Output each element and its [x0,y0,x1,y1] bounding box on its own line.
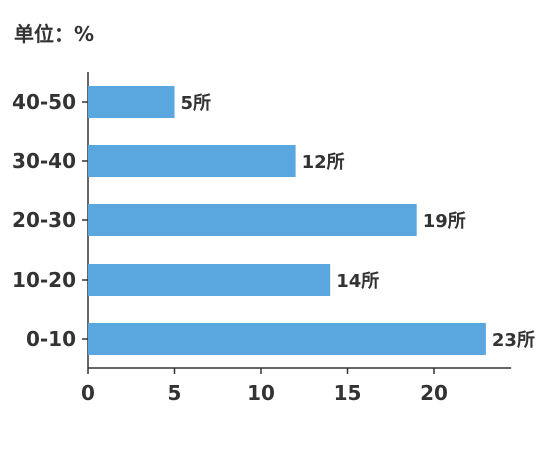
value-label: 14所 [336,271,379,292]
category-label: 30-40 [12,149,76,173]
x-tick-label: 20 [420,381,448,405]
category-label: 10-20 [12,268,76,292]
x-tick-label: 10 [247,381,275,405]
category-label: 20-30 [12,208,76,232]
value-label: 5所 [181,93,212,114]
value-label: 23所 [492,330,535,351]
bar [88,204,417,236]
unit-label: 单位：% [14,22,95,46]
bar [88,323,486,355]
category-label: 0-10 [26,327,76,351]
category-label: 40-50 [12,90,76,114]
bar [88,264,331,296]
value-label: 19所 [423,211,466,232]
value-label: 12所 [302,152,345,173]
x-tick-label: 15 [334,381,362,405]
bar [88,86,175,118]
x-tick-label: 5 [168,381,182,405]
x-tick-label: 0 [81,381,95,405]
bar [88,145,296,177]
